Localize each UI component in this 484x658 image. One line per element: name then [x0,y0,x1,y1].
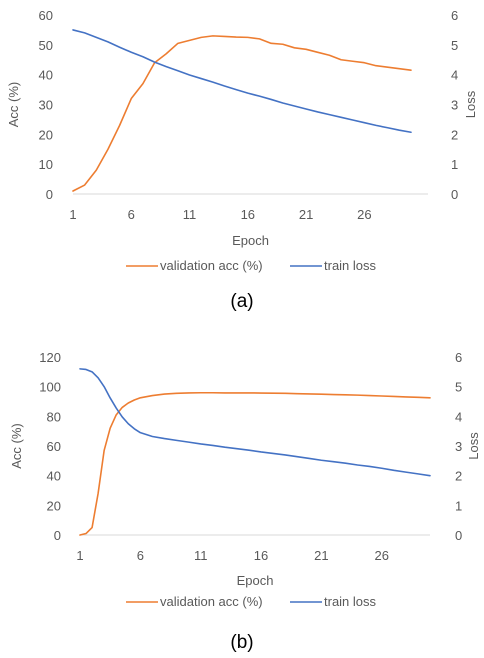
x-tick-label: 1 [76,548,83,563]
y-right-tick-label: 0 [451,187,458,202]
y-right-tick-label: 3 [451,98,458,113]
y-left-tick-label: 120 [39,350,61,365]
x-axis-title: Epoch [232,233,269,248]
y-left-tick-label: 30 [39,98,53,113]
y-right-tick-label: 5 [455,380,462,395]
y-left-tick-label: 60 [39,8,53,23]
y-left-axis-title: Acc (%) [9,423,24,469]
x-tick-label: 21 [299,207,313,222]
y-left-axis-title: Acc (%) [6,82,21,128]
x-tick-label: 16 [254,548,268,563]
legend-label: train loss [324,594,377,609]
figure-caption: (a) [230,291,253,312]
y-right-tick-label: 3 [455,439,462,454]
x-tick-label: 21 [314,548,328,563]
y-left-tick-label: 60 [47,439,61,454]
y-right-tick-label: 1 [451,157,458,172]
y-right-tick-label: 0 [455,528,462,543]
y-right-tick-label: 4 [455,409,462,424]
y-left-tick-label: 40 [47,469,61,484]
legend-label: validation acc (%) [160,594,263,609]
y-left-tick-label: 40 [39,68,53,83]
series-line-validation-acc [72,35,412,192]
figure-caption: (b) [230,632,253,653]
x-tick-label: 1 [69,207,76,222]
x-tick-label: 26 [357,207,371,222]
y-right-tick-label: 1 [455,498,462,513]
legend-label: validation acc (%) [160,258,263,273]
x-tick-label: 6 [137,548,144,563]
series-line-validation-acc [79,391,431,536]
y-right-axis-title: Loss [466,432,481,460]
x-tick-label: 11 [183,207,197,222]
y-left-tick-label: 100 [39,380,61,395]
x-tick-label: 6 [128,207,135,222]
y-right-tick-label: 6 [455,350,462,365]
y-right-axis-title: Loss [463,90,478,118]
y-left-tick-label: 0 [54,528,61,543]
series-line-train-loss [79,368,431,477]
x-axis-title: Epoch [237,573,274,588]
legend-label: train loss [324,258,377,273]
y-left-tick-label: 20 [39,127,53,142]
y-left-tick-label: 80 [47,409,61,424]
y-left-tick-label: 50 [39,38,53,53]
y-right-tick-label: 2 [451,127,458,142]
y-left-tick-label: 10 [39,157,53,172]
y-right-tick-label: 6 [451,8,458,23]
y-left-tick-label: 20 [47,498,61,513]
x-tick-label: 16 [241,207,255,222]
y-right-tick-label: 5 [451,38,458,53]
x-tick-label: 11 [194,548,208,563]
y-right-tick-label: 4 [451,68,458,83]
x-tick-label: 26 [374,548,388,563]
series-line-train-loss [72,29,412,134]
y-right-tick-label: 2 [455,469,462,484]
y-left-tick-label: 0 [46,187,53,202]
